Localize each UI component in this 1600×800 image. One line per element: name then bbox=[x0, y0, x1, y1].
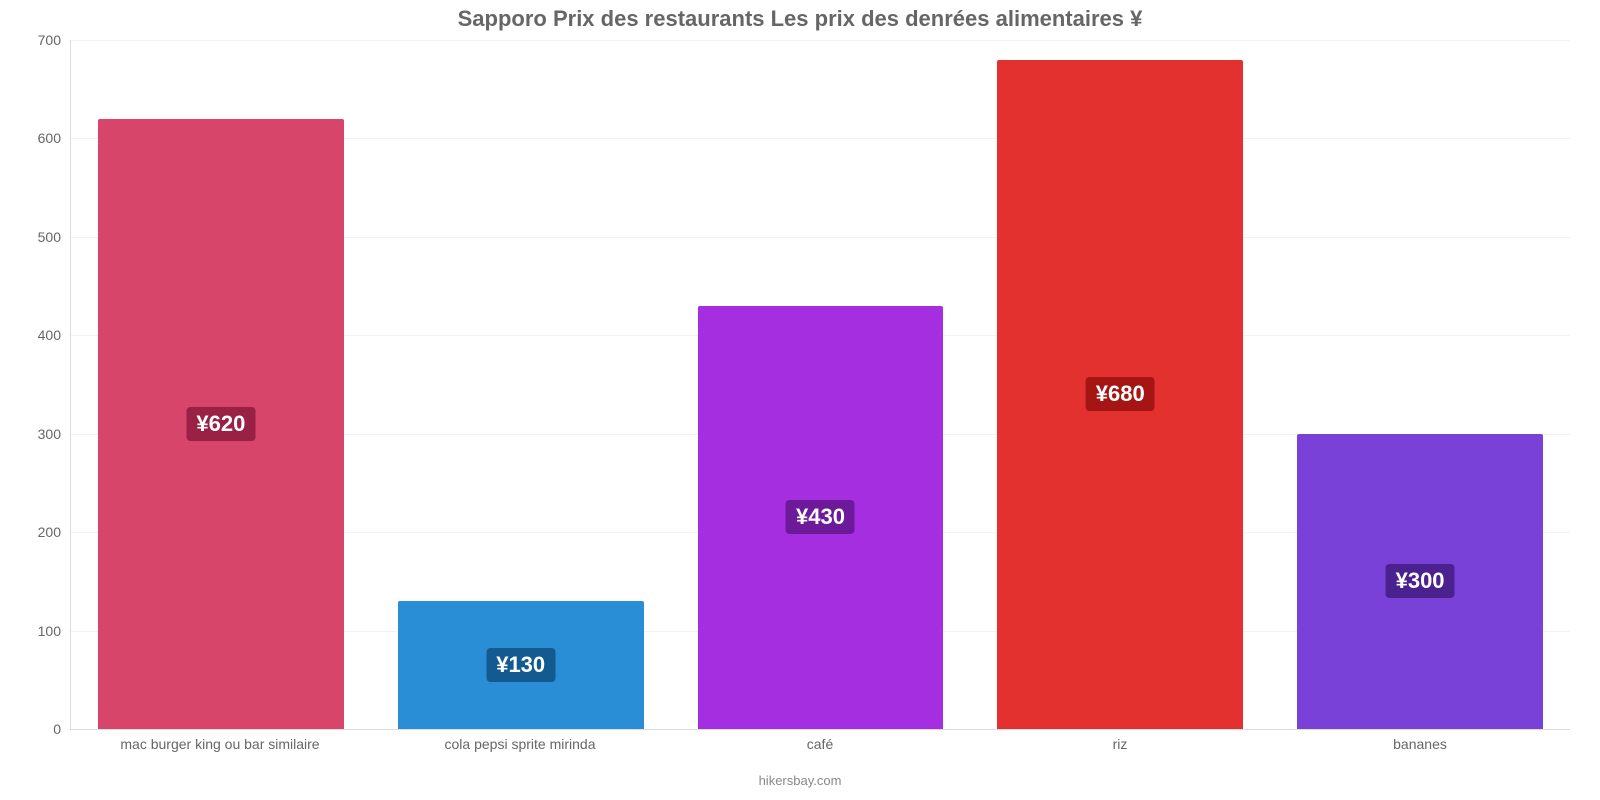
x-tick-label: bananes bbox=[1270, 736, 1570, 760]
x-tick-label: café bbox=[670, 736, 970, 760]
bar-slot: ¥300 bbox=[1270, 40, 1570, 729]
y-tick-label: 500 bbox=[38, 229, 71, 245]
bar-value-label: ¥430 bbox=[786, 500, 855, 534]
x-axis-labels: mac burger king ou bar similairecola pep… bbox=[70, 736, 1570, 760]
y-tick-label: 400 bbox=[38, 327, 71, 343]
bars-container: ¥620 ¥130 ¥430 ¥680 ¥300 bbox=[71, 40, 1570, 729]
bar-slot: ¥620 bbox=[71, 40, 371, 729]
y-tick-label: 600 bbox=[38, 130, 71, 146]
bar-value-label: ¥620 bbox=[186, 407, 255, 441]
bar-value-label: ¥680 bbox=[1086, 377, 1155, 411]
y-tick-label: 100 bbox=[38, 623, 71, 639]
bar-slot: ¥130 bbox=[371, 40, 671, 729]
bar-slot: ¥680 bbox=[970, 40, 1270, 729]
bar-value-label: ¥130 bbox=[486, 648, 555, 682]
bar: ¥130 bbox=[398, 601, 644, 729]
y-tick-label: 200 bbox=[38, 524, 71, 540]
plot-area: 0100200300400500600700¥620¥130¥430¥680¥3… bbox=[70, 40, 1570, 730]
chart-credit: hikersbay.com bbox=[0, 773, 1600, 788]
bar-slot: ¥430 bbox=[671, 40, 971, 729]
bar-value-label: ¥300 bbox=[1386, 564, 1455, 598]
x-tick-label: mac burger king ou bar similaire bbox=[70, 736, 370, 760]
bar: ¥620 bbox=[98, 119, 344, 729]
bar: ¥680 bbox=[997, 60, 1243, 729]
chart-title: Sapporo Prix des restaurants Les prix de… bbox=[0, 6, 1600, 32]
y-tick-label: 0 bbox=[53, 721, 71, 737]
bar: ¥430 bbox=[698, 306, 944, 729]
y-tick-label: 700 bbox=[38, 32, 71, 48]
price-bar-chart: Sapporo Prix des restaurants Les prix de… bbox=[0, 0, 1600, 800]
bar: ¥300 bbox=[1297, 434, 1543, 729]
y-tick-label: 300 bbox=[38, 426, 71, 442]
x-tick-label: cola pepsi sprite mirinda bbox=[370, 736, 670, 760]
x-tick-label: riz bbox=[970, 736, 1270, 760]
